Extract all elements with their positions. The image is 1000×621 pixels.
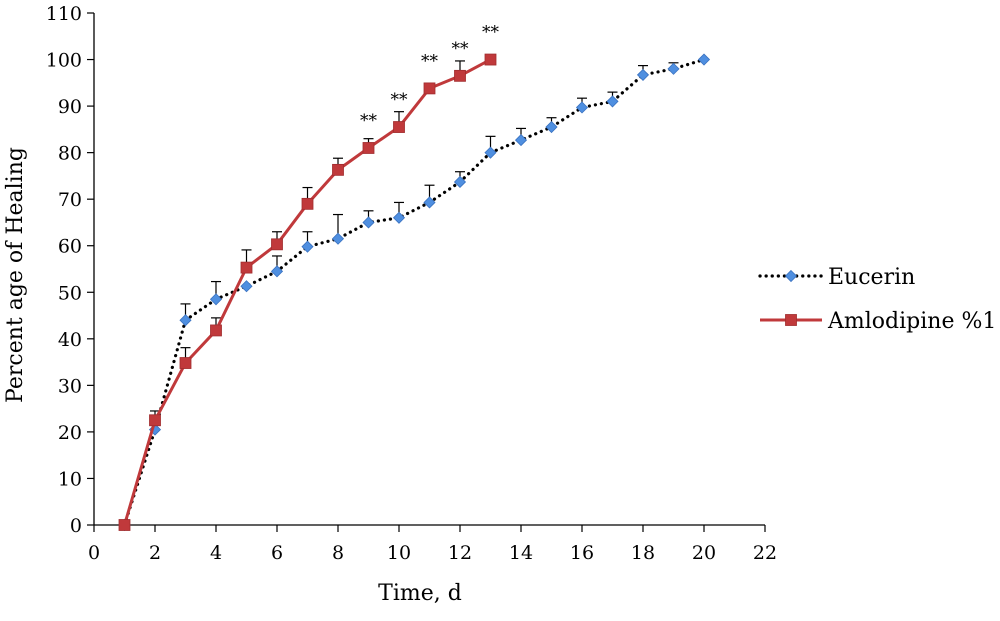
eucerin-point	[270, 265, 284, 278]
amlodipine-point	[484, 53, 497, 66]
eucerin-point	[209, 293, 223, 306]
amlodipine-point	[240, 261, 253, 274]
amlodipine-point	[149, 414, 161, 427]
y-tick-label: 110	[46, 3, 82, 25]
x-tick-label: 10	[387, 542, 411, 564]
eucerin-point	[575, 101, 589, 114]
amlodipine-point	[271, 238, 283, 251]
eucerin-point	[545, 120, 558, 134]
eucerin-legend-label: Eucerin	[828, 265, 915, 290]
eucerin-point	[392, 211, 406, 224]
legend: Eucerin Amlodipine %1	[758, 265, 996, 334]
amlodipine-point	[362, 142, 375, 154]
significance-marker: **	[452, 39, 470, 59]
plot-area: 0 10 20 30 40 50 60 70 80 90 100 110 0 2 4 6 8 10 12 14 16 18…	[46, 3, 777, 564]
amlodipine-point	[179, 357, 192, 369]
eucerin-legend-marker	[784, 269, 798, 283]
amlodipine-point	[332, 163, 344, 176]
amlodipine-series-line	[123, 58, 492, 526]
x-tick-label: 12	[448, 542, 472, 564]
y-tick-label: 80	[58, 143, 82, 165]
eucerin-point	[240, 280, 253, 293]
eucerin-point	[179, 314, 192, 327]
eucerin-point	[636, 68, 650, 81]
amlodipine-point	[210, 324, 222, 337]
x-tick-label: 6	[271, 542, 283, 564]
significance-marker: **	[421, 51, 439, 71]
significance-marker: **	[391, 90, 409, 110]
eucerin-point	[301, 240, 314, 253]
amlodipine-point	[454, 69, 466, 82]
eucerin-series-line	[122, 57, 706, 527]
x-axis-title: Time, d	[378, 581, 462, 606]
x-tick-label: 22	[753, 542, 777, 564]
x-tick-label: 2	[149, 542, 161, 564]
x-tick-label: 20	[692, 542, 716, 564]
y-tick-label: 20	[58, 422, 82, 444]
y-tick-label: 70	[58, 189, 82, 211]
significance-marker: **	[360, 111, 378, 131]
amlodipine-point	[393, 121, 405, 133]
amlodipine-point	[301, 197, 314, 210]
y-tick-label: 0	[70, 515, 82, 537]
x-tick-label: 4	[210, 542, 222, 564]
x-tick-label: 8	[332, 542, 344, 564]
significance-marker: **	[482, 23, 500, 43]
y-tick-label: 10	[58, 468, 82, 490]
eucerin-point	[667, 62, 680, 75]
amlodipine-point	[118, 519, 131, 531]
eucerin-point	[423, 196, 436, 209]
y-tick-label: 50	[58, 282, 82, 304]
amlodipine-legend-marker	[785, 314, 797, 326]
eucerin-point	[453, 175, 467, 189]
eucerin-point	[606, 95, 619, 108]
eucerin-point	[514, 134, 528, 147]
amlodipine-legend-label: Amlodipine %1	[827, 309, 996, 334]
y-tick-label: 30	[58, 375, 82, 397]
eucerin-point	[697, 53, 711, 66]
eucerin-point	[484, 146, 497, 159]
eucerin-point	[331, 232, 345, 245]
eucerin-point	[362, 216, 375, 229]
amlodipine-point	[423, 82, 436, 95]
y-axis-title: Percent age of Healing	[3, 147, 28, 403]
x-tick-label: 0	[88, 542, 100, 564]
y-tick-label: 90	[58, 96, 82, 118]
x-tick-label: 18	[631, 542, 655, 564]
x-tick-label: 14	[509, 542, 533, 564]
x-tick-label: 16	[570, 542, 594, 564]
y-tick-label: 60	[58, 236, 82, 258]
y-tick-label: 40	[58, 329, 82, 351]
y-tick-label: 100	[46, 50, 82, 72]
